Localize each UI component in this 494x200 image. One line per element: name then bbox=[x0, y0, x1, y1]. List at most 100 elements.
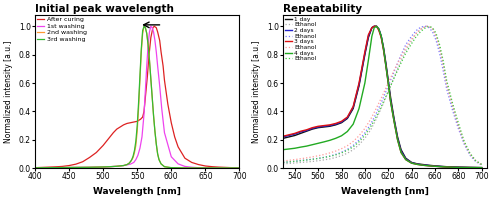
After curing bbox=[121, 124, 126, 126]
2nd washing bbox=[162, 165, 167, 168]
After curing bbox=[117, 126, 123, 128]
After curing bbox=[124, 122, 130, 125]
After curing bbox=[162, 79, 167, 81]
1st washing bbox=[162, 131, 167, 134]
After curing bbox=[160, 65, 166, 67]
3rd washing bbox=[149, 96, 155, 98]
3rd washing bbox=[126, 162, 132, 165]
3rd washing bbox=[127, 161, 133, 163]
After curing bbox=[73, 163, 79, 165]
After curing bbox=[100, 144, 106, 147]
1st washing bbox=[114, 165, 120, 167]
After curing bbox=[141, 110, 147, 113]
2nd washing bbox=[128, 160, 134, 162]
After curing bbox=[32, 166, 38, 169]
1st washing bbox=[203, 167, 208, 169]
1st washing bbox=[73, 166, 79, 169]
3rd washing bbox=[130, 155, 136, 157]
3rd washing bbox=[137, 75, 143, 77]
3rd washing bbox=[142, 27, 148, 29]
2nd washing bbox=[189, 167, 195, 169]
After curing bbox=[157, 39, 163, 42]
1st washing bbox=[155, 65, 161, 67]
2nd washing bbox=[137, 79, 143, 81]
After curing bbox=[209, 165, 215, 168]
After curing bbox=[93, 151, 99, 154]
1st washing bbox=[196, 166, 202, 169]
3rd washing bbox=[162, 165, 167, 168]
3rd washing bbox=[133, 140, 139, 142]
Line: 1st washing: 1st washing bbox=[35, 26, 240, 168]
1st washing bbox=[137, 147, 143, 149]
2nd washing bbox=[153, 143, 159, 145]
After curing bbox=[230, 166, 236, 169]
After curing bbox=[203, 165, 208, 167]
3rd washing bbox=[158, 163, 164, 165]
After curing bbox=[196, 163, 202, 166]
After curing bbox=[165, 103, 171, 105]
Legend: After curing, 1st washing, 2nd washing, 3rd washing: After curing, 1st washing, 2nd washing, … bbox=[37, 17, 87, 42]
3rd washing bbox=[129, 158, 135, 161]
1st washing bbox=[151, 31, 157, 33]
3rd washing bbox=[145, 44, 151, 46]
2nd washing bbox=[152, 130, 158, 132]
3rd washing bbox=[152, 130, 158, 132]
Y-axis label: Normalized intensity [a.u.]: Normalized intensity [a.u.] bbox=[252, 40, 261, 143]
2nd washing bbox=[148, 78, 154, 80]
3rd washing bbox=[131, 149, 137, 152]
2nd washing bbox=[182, 167, 188, 169]
3rd washing bbox=[73, 166, 79, 169]
2nd washing bbox=[73, 166, 79, 169]
2nd washing bbox=[158, 163, 164, 165]
2nd washing bbox=[175, 167, 181, 169]
Y-axis label: Normalized intensity [a.u.]: Normalized intensity [a.u.] bbox=[4, 40, 13, 143]
2nd washing bbox=[121, 164, 126, 167]
After curing bbox=[138, 118, 144, 120]
3rd washing bbox=[196, 167, 202, 169]
2nd washing bbox=[45, 166, 51, 169]
1st washing bbox=[216, 167, 222, 169]
3rd washing bbox=[203, 167, 208, 169]
2nd washing bbox=[149, 96, 155, 98]
3rd washing bbox=[153, 143, 159, 145]
3rd washing bbox=[147, 59, 153, 62]
3rd washing bbox=[189, 167, 195, 169]
After curing bbox=[237, 167, 243, 169]
After curing bbox=[134, 120, 140, 123]
1st washing bbox=[147, 31, 153, 33]
After curing bbox=[127, 122, 133, 124]
2nd washing bbox=[141, 25, 147, 27]
After curing bbox=[80, 161, 85, 163]
Line: 3rd washing: 3rd washing bbox=[35, 26, 240, 168]
After curing bbox=[59, 165, 65, 168]
After curing bbox=[142, 96, 148, 98]
After curing bbox=[131, 121, 137, 123]
2nd washing bbox=[151, 114, 157, 117]
1st washing bbox=[153, 51, 159, 53]
2nd washing bbox=[138, 51, 144, 53]
After curing bbox=[148, 36, 154, 39]
After curing bbox=[144, 75, 150, 77]
3rd washing bbox=[124, 163, 130, 166]
Legend: 1 day, Ethanol, 2 days, Ethanol, 3 days, Ethanol, 4 days, Ethanol: 1 day, Ethanol, 2 days, Ethanol, 3 days,… bbox=[285, 17, 316, 61]
3rd washing bbox=[134, 124, 140, 127]
After curing bbox=[151, 25, 157, 27]
3rd washing bbox=[138, 48, 144, 50]
2nd washing bbox=[147, 59, 153, 62]
After curing bbox=[223, 166, 229, 169]
1st washing bbox=[223, 167, 229, 169]
After curing bbox=[158, 51, 164, 53]
X-axis label: Wavelength [nm]: Wavelength [nm] bbox=[93, 187, 181, 196]
3rd washing bbox=[151, 114, 157, 117]
Text: Repeatability: Repeatability bbox=[283, 4, 362, 14]
Line: After curing: After curing bbox=[35, 26, 240, 168]
3rd washing bbox=[223, 167, 229, 169]
1st washing bbox=[59, 166, 65, 169]
3rd washing bbox=[148, 78, 154, 80]
3rd washing bbox=[237, 167, 243, 169]
1st washing bbox=[127, 163, 133, 165]
1st washing bbox=[237, 167, 243, 169]
After curing bbox=[52, 166, 58, 168]
After curing bbox=[182, 157, 188, 159]
1st washing bbox=[144, 65, 150, 67]
